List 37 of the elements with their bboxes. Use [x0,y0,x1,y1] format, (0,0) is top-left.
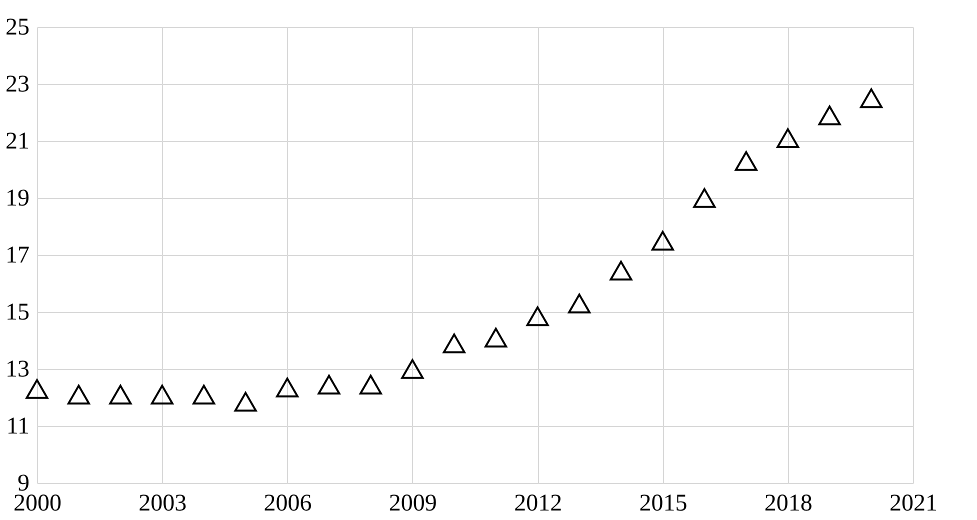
x-tick-label: 2006 [264,490,312,516]
point [818,105,841,126]
x-tick-label: 2012 [514,490,562,516]
point [192,384,216,405]
point [610,260,632,281]
y-tick-label: 21 [6,128,30,154]
point [401,359,424,379]
point [150,384,174,405]
y-tick-label: 13 [6,356,30,382]
point [234,392,257,412]
point [568,294,591,314]
point [318,374,340,395]
y-tick-label: 19 [6,186,30,212]
x-tick-label: 2021 [890,490,938,516]
point [359,374,382,395]
point [734,151,758,171]
y-tick-label: 11 [6,414,30,440]
point [484,328,508,348]
x-tick-label: 2018 [764,490,812,516]
x-tick-label: 2015 [639,490,688,516]
point [651,230,674,251]
y-tick-label: 17 [6,242,30,268]
point [26,379,48,399]
point [442,333,466,354]
y-tick-label: 25 [6,14,30,40]
y-tick-label: 15 [6,300,30,326]
point [109,384,132,405]
x-tick-label: 2003 [138,490,187,516]
point [276,378,299,398]
point [67,384,90,405]
point [776,128,800,148]
y-tick-label: 23 [6,72,30,98]
x-tick-label: 2000 [14,490,62,516]
x-tick-label: 2009 [388,490,437,516]
point [526,306,549,326]
point [860,88,883,108]
point [693,188,716,208]
